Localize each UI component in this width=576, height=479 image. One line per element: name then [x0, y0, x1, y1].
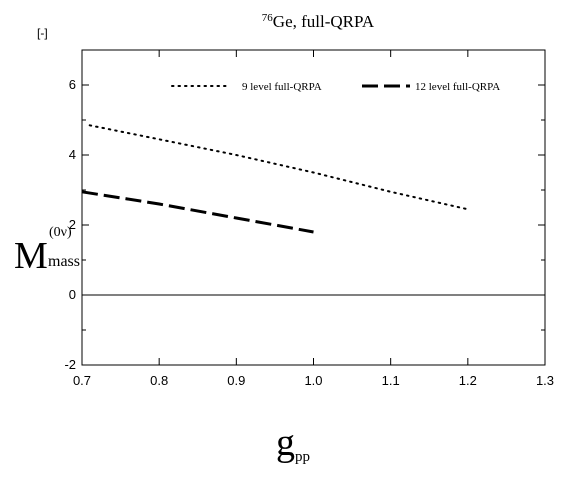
x-tick-label: 1.2	[459, 373, 477, 388]
series-line-9-level	[88, 124, 469, 211]
x-axis-label: gpp	[276, 422, 310, 465]
x-tick-label: 1.1	[382, 373, 400, 388]
legend: 9 level full-QRPA 12 level full-QRPA	[171, 81, 500, 93]
x-tick-label: 0.8	[150, 373, 168, 388]
y-tick-label: 0	[69, 287, 76, 302]
x-tick-label: 0.9	[227, 373, 245, 388]
y-axis: -2 0 2 4 6	[64, 77, 545, 372]
y-axis-label-subscript: mass	[48, 253, 80, 270]
x-tick-label: 1.3	[536, 373, 554, 388]
x-axis-label-subscript: pp	[295, 449, 310, 465]
x-axis-label-main: g	[276, 422, 295, 464]
y-axis-label: M	[14, 235, 48, 277]
series-line-12-level	[81, 190, 314, 234]
chart-title: 76Ge, full-QRPA	[262, 12, 375, 31]
legend-label-12-level: 12 level full-QRPA	[415, 81, 500, 93]
x-tick-label: 1.0	[304, 373, 322, 388]
y-tick-label: 2	[69, 217, 76, 232]
x-axis: 0.7 0.8 0.9 1.0 1.1 1.2 1.3	[73, 50, 554, 388]
chart-title-text: Ge, full-QRPA	[273, 12, 375, 31]
y-tick-label: -2	[64, 357, 76, 372]
y-axis-label-superscript: (0ν)	[49, 225, 72, 240]
x-tick-label: 0.7	[73, 373, 91, 388]
legend-label-9-level: 9 level full-QRPA	[242, 81, 322, 93]
y-tick-label: 4	[69, 147, 76, 162]
plot-frame	[81, 49, 546, 366]
unit-label: [-]	[37, 26, 48, 40]
series-layer	[81, 124, 469, 234]
y-tick-label: 6	[69, 77, 76, 92]
chart-title-superscript: 76	[262, 12, 274, 24]
plot-border	[81, 49, 546, 366]
y-axis-label-main: M	[14, 235, 48, 277]
